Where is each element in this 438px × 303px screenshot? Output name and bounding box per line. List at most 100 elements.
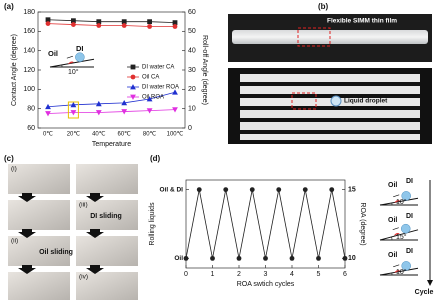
y2-tick-label: 40	[188, 48, 196, 55]
annotation: 15°	[396, 233, 407, 241]
legend-label: Oil ROA	[142, 95, 164, 101]
x-tick-label: 60℃	[117, 132, 131, 138]
marker	[45, 17, 51, 23]
panel-letter: (b)	[318, 2, 329, 11]
annotation: 10°	[396, 268, 407, 276]
y-tick-label: 60	[27, 125, 35, 132]
marker	[45, 103, 51, 110]
annotation: Oil	[48, 49, 58, 58]
y-tick-label: Oil & DI	[160, 186, 184, 193]
marker	[45, 111, 51, 117]
annotation: Oil	[388, 182, 397, 189]
y2-tick-label: 10	[188, 106, 196, 113]
marker	[249, 187, 255, 193]
annotation: DI	[406, 248, 413, 255]
legend-label: DI water ROA	[142, 85, 179, 91]
step-caption: DI sliding	[90, 213, 122, 220]
oil-drop	[394, 270, 401, 273]
marker	[172, 24, 178, 29]
annotation: Oil	[388, 217, 397, 224]
marker	[71, 18, 76, 24]
slope	[379, 229, 419, 241]
marker	[172, 89, 178, 95]
x-tick-label: 100℃	[167, 132, 184, 138]
x-tick-label: 0℃	[43, 132, 53, 138]
y-tick-label: 140	[23, 48, 35, 55]
x-tick-label: 2	[237, 271, 241, 278]
film-strips	[240, 74, 420, 140]
marker	[146, 96, 153, 102]
x-axis-label: ROA swtich cycles	[237, 281, 295, 288]
legend-label: Oil CA	[142, 75, 159, 81]
step-label: (iii)	[79, 202, 88, 209]
x-tick-label: 3	[264, 271, 268, 278]
annotation: 10°	[396, 198, 407, 206]
marker	[263, 255, 268, 261]
highlight	[291, 92, 317, 110]
oil-drop	[393, 233, 400, 236]
photo-grid	[8, 164, 138, 300]
x-tick-label: 20℃	[67, 132, 81, 138]
y2-tick-label: 15	[348, 186, 356, 193]
step-label: (i)	[11, 166, 17, 173]
annotation: 10°	[68, 68, 79, 76]
marker	[121, 99, 128, 106]
marker	[196, 187, 202, 193]
y2-axis-label: ROA (degree)	[359, 202, 366, 245]
x-tick-label: 0	[184, 271, 188, 278]
x-tick-label: 6	[343, 271, 347, 278]
marker	[121, 109, 128, 115]
y-tick-label: Oil	[174, 255, 183, 262]
marker	[146, 108, 153, 114]
arrow	[66, 55, 73, 59]
droplet	[330, 95, 342, 107]
marker	[121, 23, 127, 28]
arrow	[393, 194, 400, 198]
y-tick-label: 180	[23, 9, 35, 16]
marker	[342, 255, 348, 261]
marker	[70, 101, 77, 108]
marker	[70, 110, 77, 116]
y-axis-label: Rolling liquids	[149, 202, 156, 246]
x-tick-label: 40℃	[92, 132, 106, 138]
marker	[130, 74, 136, 80]
step-caption: Oil sliding	[39, 249, 73, 256]
marker	[147, 24, 153, 29]
y2-tick-label: 60	[188, 9, 196, 16]
arrow	[393, 264, 400, 268]
marker	[172, 107, 178, 113]
oil-drop	[67, 61, 74, 65]
marker	[289, 255, 295, 261]
highlight	[297, 27, 331, 47]
photo-label: Liquid droplet	[344, 98, 388, 105]
y-tick-label: 100	[23, 86, 35, 93]
annotation: DI	[406, 178, 413, 185]
marker	[45, 21, 51, 26]
y2-tick-label: 20	[188, 86, 196, 93]
x-tick-label: 80℃	[143, 132, 157, 138]
marker	[276, 187, 282, 193]
series-line	[47, 23, 175, 27]
series-line	[185, 189, 346, 259]
step-label: (iv)	[79, 274, 88, 281]
photo-label: Flexible SIMM thin film	[327, 18, 397, 25]
marker	[183, 255, 189, 261]
y-axis-label: Contact Angle (degree)	[11, 34, 18, 106]
marker	[210, 255, 215, 261]
marker	[96, 23, 102, 28]
y2-axis-label: Roll-off Angle (degree)	[201, 35, 208, 105]
marker	[302, 187, 308, 193]
panel-letter: (a)	[4, 2, 14, 11]
marker	[223, 187, 229, 193]
marker	[121, 19, 127, 25]
y-tick-label: 160	[23, 28, 35, 35]
x-tick-label: 4	[290, 271, 294, 278]
marker	[147, 19, 152, 25]
annotation: DI	[76, 44, 84, 53]
plot-frame	[185, 179, 346, 269]
panel-letter: (c)	[4, 154, 14, 163]
oil-drop	[394, 200, 401, 203]
marker	[130, 64, 136, 70]
y-tick-label: 120	[23, 67, 35, 74]
